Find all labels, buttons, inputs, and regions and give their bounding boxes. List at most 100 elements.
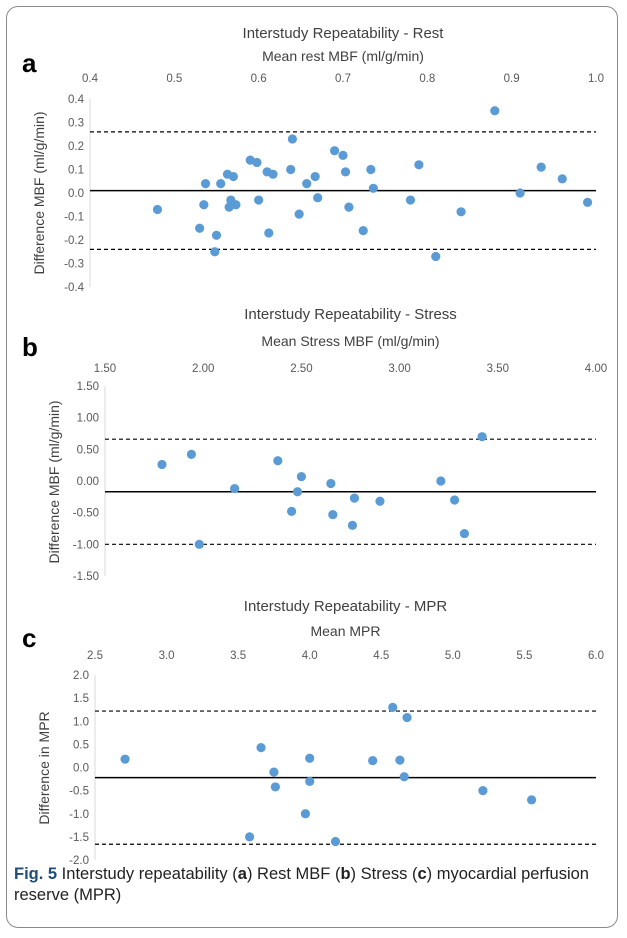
data-point <box>252 157 262 168</box>
chart-panel-c: Interstudy Repeatability - MPR c Mean MPR D… <box>22 598 604 867</box>
data-point <box>490 106 500 116</box>
y-tick-label: 0.0 <box>68 188 84 200</box>
data-point <box>264 228 274 238</box>
data-point <box>200 179 211 189</box>
data-point <box>456 207 466 217</box>
panel-letter: c <box>22 623 36 653</box>
data-point <box>296 471 306 482</box>
data-point <box>368 755 378 766</box>
data-point <box>199 200 209 210</box>
x-tick-label: 2.5 <box>87 650 103 662</box>
panel-letter: a <box>22 48 37 78</box>
data-point <box>326 478 336 489</box>
x-tick-label: 0.7 <box>335 73 351 85</box>
chart-rest: Interstudy Repeatability - Rest a Mean res… <box>22 25 604 294</box>
data-point <box>310 171 320 182</box>
data-point <box>330 836 341 847</box>
x-tick-label: 0.5 <box>166 73 182 85</box>
data-point <box>294 209 304 219</box>
x-tick-label: 1.50 <box>94 363 116 375</box>
y-tick-label: 0.4 <box>68 94 85 106</box>
x-tick-label: 3.5 <box>230 650 246 662</box>
y-tick-label: 0.50 <box>77 444 99 456</box>
y-tick-label: 1.00 <box>77 413 99 425</box>
y-tick-label: 1.0 <box>73 716 89 728</box>
data-point <box>344 202 354 212</box>
data-point <box>329 146 340 156</box>
data-point <box>449 495 460 505</box>
y-tick-label: -0.3 <box>64 259 84 271</box>
data-point <box>287 134 297 144</box>
data-point <box>436 476 446 486</box>
data-point <box>228 171 238 182</box>
data-point <box>405 195 416 205</box>
data-point <box>395 755 405 765</box>
x-tick-label: 4.5 <box>373 650 389 662</box>
data-point <box>305 776 315 786</box>
data-point <box>216 179 226 189</box>
data-point <box>526 795 537 805</box>
data-point <box>402 712 412 723</box>
caption-text-3: ) Stress ( <box>350 865 418 883</box>
data-point <box>375 496 385 506</box>
data-point <box>347 520 358 530</box>
x-axis-title: Mean rest MBF (ml/g/min) <box>262 48 424 64</box>
chart-stress: Interstudy Repeatability - Stress b Mean S… <box>22 306 607 583</box>
data-point <box>431 251 441 262</box>
data-point <box>268 169 278 179</box>
y-axis-title: Difference in MPR <box>36 711 52 824</box>
data-point <box>211 230 222 240</box>
data-point <box>194 539 204 549</box>
figure-caption: Fig. 5 Interstudy repeatability (a) Rest… <box>14 864 612 906</box>
y-tick-label: 2.0 <box>73 670 89 682</box>
data-point <box>459 528 470 539</box>
x-tick-label: 1.0 <box>588 73 604 85</box>
y-tick-label: -1.5 <box>69 832 89 844</box>
x-tick-label: 3.0 <box>159 650 175 662</box>
data-point <box>305 753 315 763</box>
caption-text-4: ) myocardial perfusion reserve (MPR) <box>14 865 589 904</box>
data-point <box>286 506 297 516</box>
chart-title: Interstudy Repeatability - Rest <box>243 25 445 42</box>
y-tick-label: 0.0 <box>73 763 89 775</box>
chart-mpr: Interstudy Repeatability - MPR c Mean MPR D… <box>22 598 604 867</box>
y-tick-label: 0.3 <box>68 118 84 130</box>
x-tick-label: 0.6 <box>251 73 267 85</box>
data-point <box>186 449 197 459</box>
y-tick-label: 1.50 <box>77 381 99 393</box>
data-point <box>399 772 409 782</box>
data-point <box>313 193 323 203</box>
x-tick-label: 3.50 <box>487 363 509 375</box>
chart-title: Interstudy Repeatability - MPR <box>244 598 448 615</box>
x-tick-label: 3.00 <box>388 363 410 375</box>
data-point <box>388 702 398 712</box>
x-tick-label: 4.0 <box>302 650 318 662</box>
caption-fig-label: Fig. 5 <box>14 865 58 883</box>
y-tick-label: 0.5 <box>73 739 89 751</box>
caption-text-2: ) Rest MBF ( <box>246 865 341 883</box>
chart-title: Interstudy Repeatability - Stress <box>244 306 457 323</box>
x-tick-label: 6.0 <box>588 650 604 662</box>
data-point <box>256 743 266 753</box>
y-tick-label: -0.5 <box>69 786 89 798</box>
y-axis-title: Difference MBF (ml/g/min) <box>31 111 47 274</box>
y-tick-label: 0.00 <box>77 476 99 488</box>
y-tick-label: 1.5 <box>73 693 89 705</box>
caption-letter-a: a <box>237 865 247 883</box>
x-tick-label: 0.8 <box>419 73 435 85</box>
figure-frame <box>6 6 618 928</box>
data-point <box>244 832 255 842</box>
y-tick-label: -0.4 <box>64 282 84 294</box>
data-point <box>328 509 338 520</box>
data-point <box>515 188 525 198</box>
x-tick-label: 5.0 <box>445 650 461 662</box>
x-tick-label: 5.5 <box>516 650 532 662</box>
chart-panel-b: Interstudy Repeatability - Stress b Mean S… <box>22 306 607 583</box>
y-tick-label: -1.0 <box>69 809 89 821</box>
data-point <box>254 195 264 205</box>
data-point <box>286 164 296 175</box>
y-tick-label: -2.0 <box>69 855 89 867</box>
data-point <box>292 487 303 497</box>
x-axis-title: Mean MPR <box>310 623 380 639</box>
data-point <box>195 223 205 233</box>
